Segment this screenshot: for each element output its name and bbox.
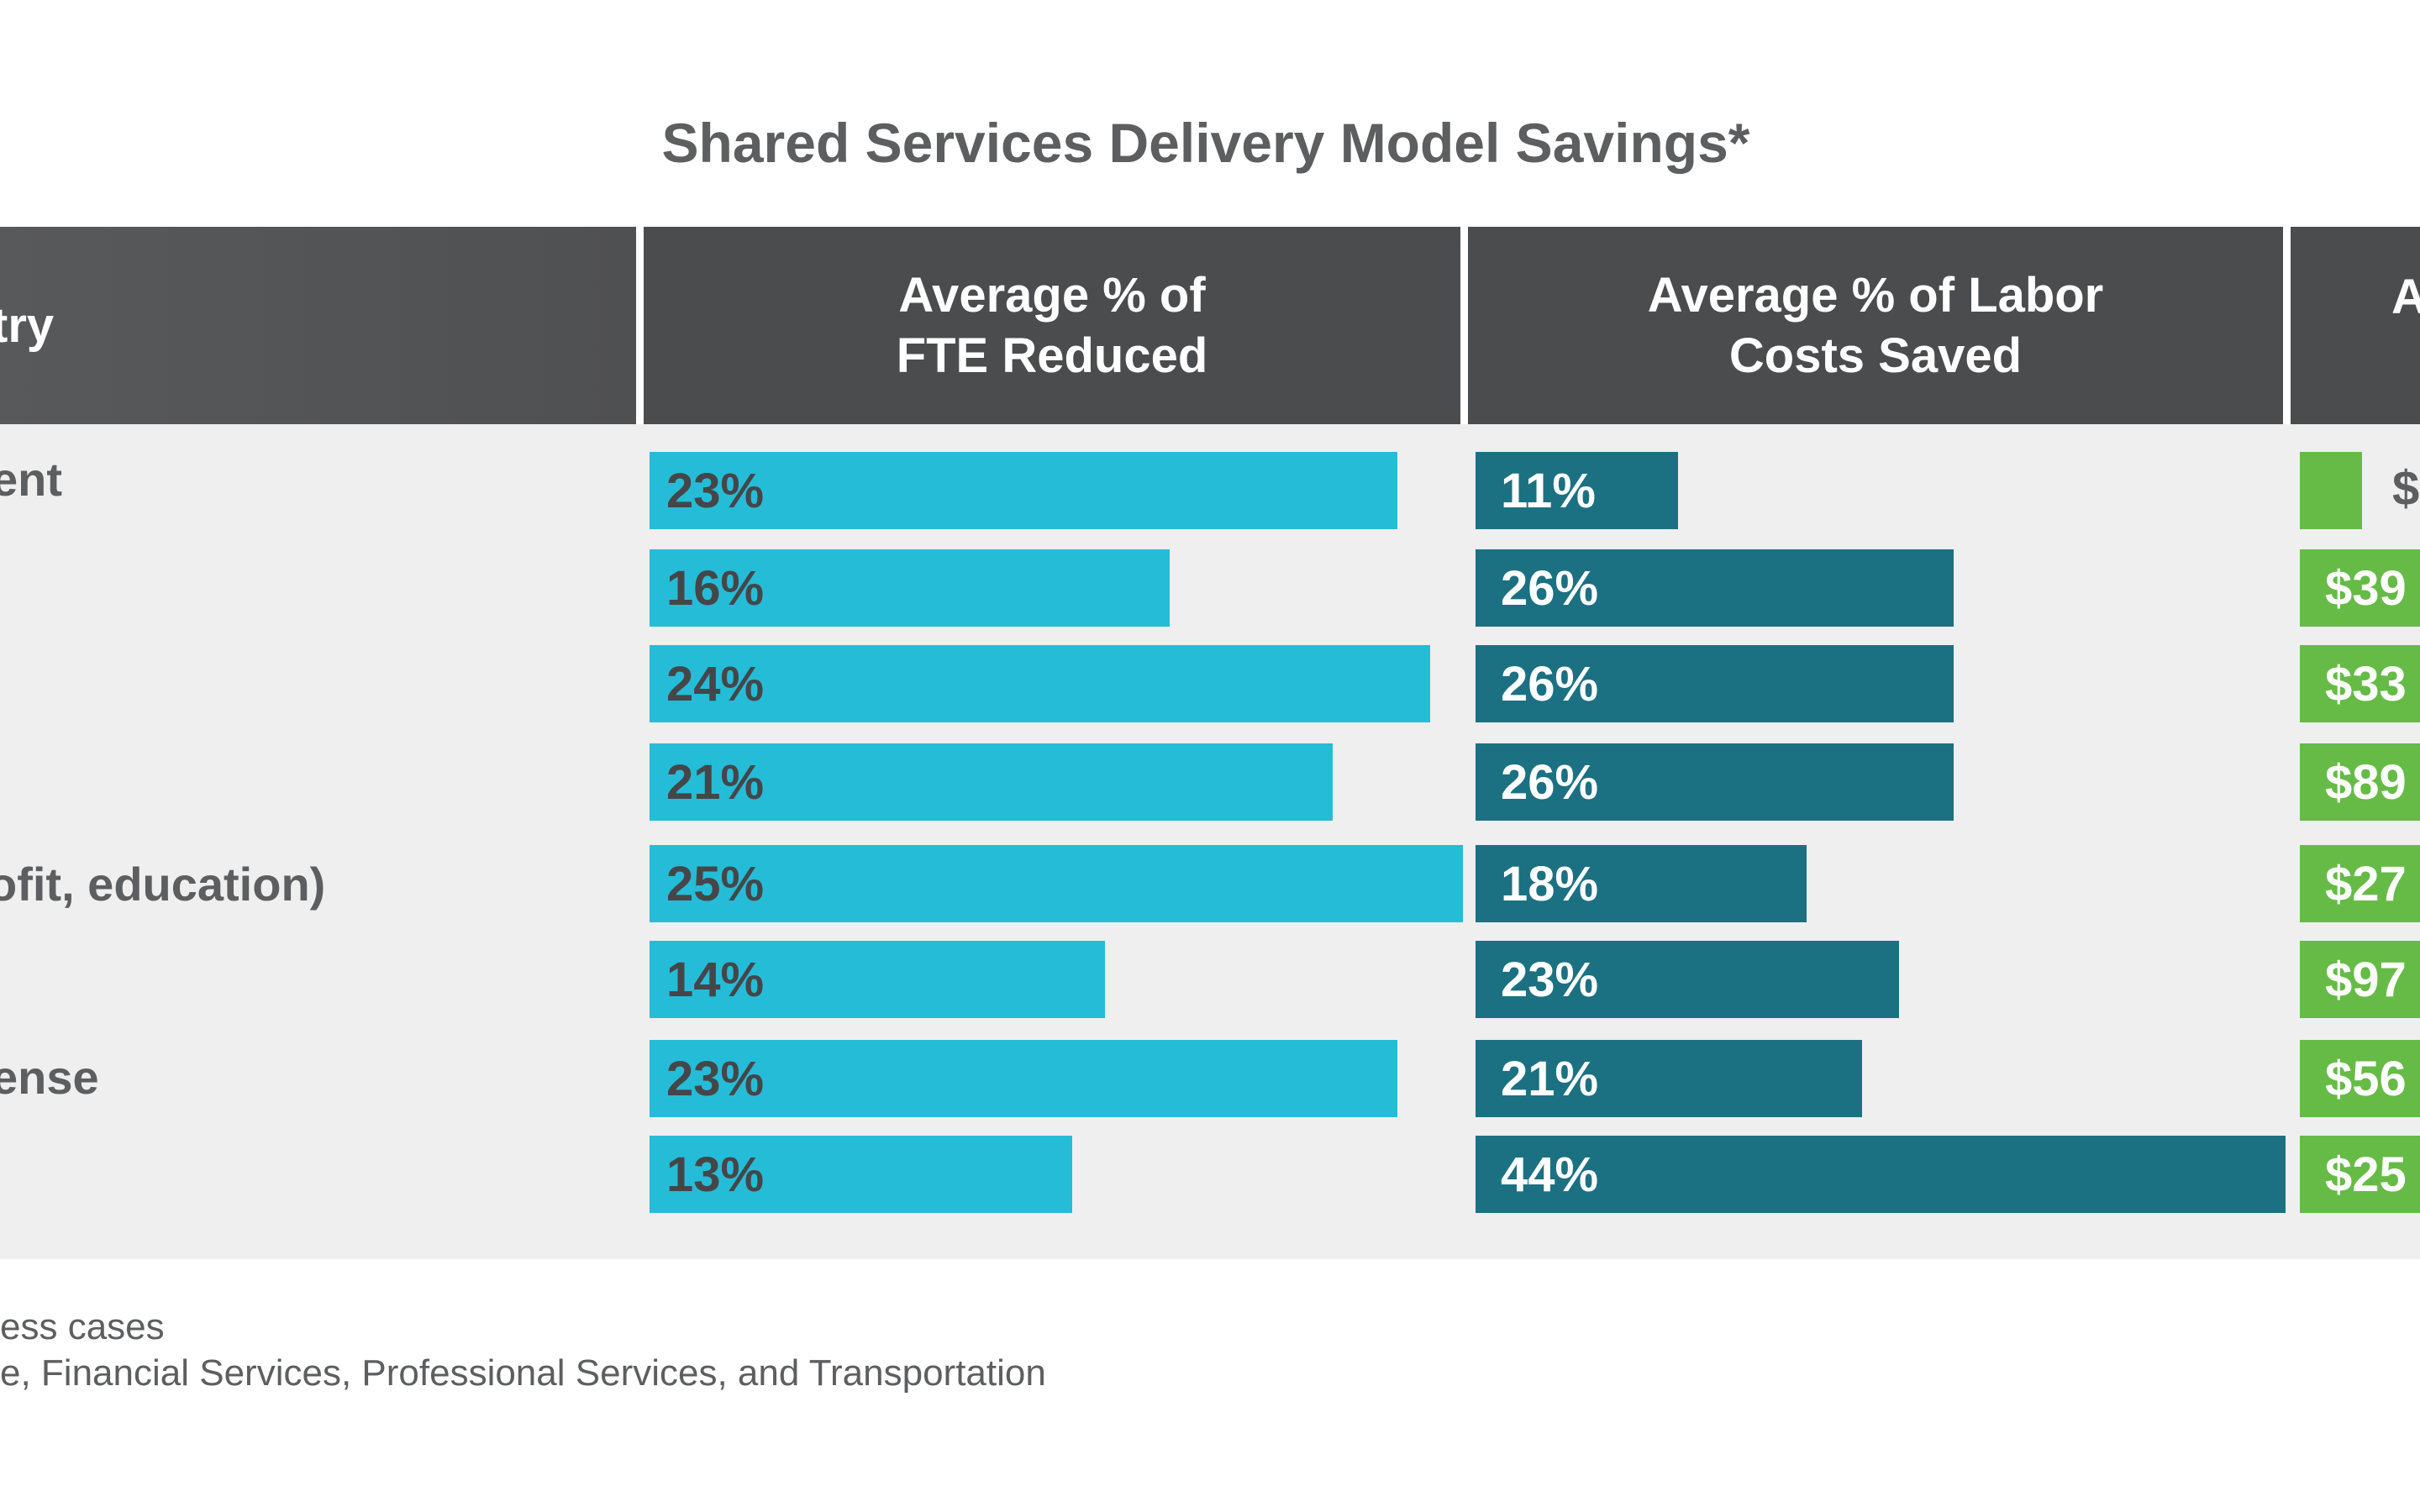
cost-savings-value: $	[2392, 461, 2420, 516]
labor-costs-saved-bar: 21%	[1476, 1040, 1862, 1117]
row-label: ent	[0, 453, 62, 506]
labor-costs-saved-bar: 44%	[1476, 1136, 2286, 1213]
header-fte-reduced: Average % of FTE Reduced	[644, 227, 1460, 424]
cost-savings-bar: $56	[2300, 1040, 2420, 1117]
labor-costs-saved-value: 26%	[1501, 560, 1599, 616]
labor-costs-saved-bar: 11%	[1476, 452, 1678, 529]
labor-costs-saved-bar: 26%	[1476, 645, 1954, 722]
labor-costs-saved-bar: 18%	[1476, 845, 1807, 922]
row-label: ense	[0, 1051, 99, 1104]
fte-reduced-bar: 13%	[650, 1136, 1073, 1213]
labor-costs-saved-value: 26%	[1501, 754, 1599, 810]
cost-savings-bar: $97	[2300, 941, 2420, 1018]
cost-savings-bar: $33	[2300, 645, 2420, 722]
fte-reduced-bar: 14%	[650, 941, 1105, 1018]
fte-reduced-bar: 21%	[650, 743, 1333, 821]
header-fte-line1: Average % of	[898, 267, 1206, 323]
fte-reduced-value: 25%	[666, 856, 765, 911]
cost-savings-bar: $89	[2300, 743, 2420, 821]
footnote-2: e, Financial Services, Professional Serv…	[0, 1352, 1046, 1394]
labor-costs-saved-bar: 26%	[1476, 743, 1954, 821]
cost-savings-value: $27	[2325, 856, 2407, 911]
fte-reduced-bar: 23%	[650, 452, 1398, 529]
header-fte-line2: FTE Reduced	[896, 328, 1208, 383]
labor-costs-saved-bar: 23%	[1476, 941, 1899, 1018]
header-cost-label: A	[2391, 269, 2420, 324]
labor-costs-saved-value: 21%	[1501, 1051, 1599, 1106]
header-cost: A	[2291, 227, 2420, 424]
labor-costs-saved-value: 44%	[1501, 1147, 1599, 1202]
labor-costs-saved-value: 26%	[1501, 656, 1599, 711]
fte-reduced-value: 23%	[666, 463, 765, 518]
fte-reduced-value: 23%	[666, 1051, 765, 1106]
header-labor-costs-saved: Average % of Labor Costs Saved	[1468, 227, 2283, 424]
fte-reduced-value: 21%	[666, 754, 765, 810]
labor-costs-saved-bar: 26%	[1476, 549, 1954, 627]
cost-savings-value: $33	[2325, 656, 2407, 711]
cost-savings-bar	[2300, 452, 2362, 529]
cost-savings-bar: $39	[2300, 549, 2420, 627]
cost-savings-value: $89	[2325, 754, 2407, 810]
footnote-1: ess cases	[0, 1306, 165, 1347]
header-industry-label: try	[0, 297, 55, 353]
cost-savings-value: $25	[2325, 1147, 2407, 1202]
header-labor-line1: Average % of Labor	[1647, 267, 2104, 323]
labor-costs-saved-value: 18%	[1501, 856, 1599, 911]
header-labor-line2: Costs Saved	[1728, 328, 2023, 383]
cost-savings-bar: $25	[2300, 1136, 2420, 1213]
fte-reduced-value: 14%	[666, 952, 765, 1007]
fte-reduced-bar: 23%	[650, 1040, 1398, 1117]
cost-savings-value: $56	[2325, 1051, 2407, 1106]
header-industry: try	[0, 227, 636, 424]
cost-savings-bar: $27	[2300, 845, 2420, 922]
table-body	[0, 424, 2420, 1259]
cost-savings-value: $97	[2325, 952, 2407, 1007]
cost-savings-value: $39	[2325, 560, 2407, 616]
labor-costs-saved-value: 11%	[1501, 463, 1596, 518]
fte-reduced-bar: 16%	[650, 549, 1171, 627]
fte-reduced-value: 16%	[666, 560, 765, 616]
fte-reduced-bar: 24%	[650, 645, 1430, 722]
fte-reduced-bar: 25%	[650, 845, 1463, 922]
row-label: ofit, education)	[0, 858, 326, 911]
labor-costs-saved-value: 23%	[1501, 952, 1599, 1007]
fte-reduced-value: 13%	[666, 1147, 765, 1202]
fte-reduced-value: 24%	[666, 656, 765, 711]
chart-title: Shared Services Delivery Model Savings*	[661, 112, 1750, 174]
